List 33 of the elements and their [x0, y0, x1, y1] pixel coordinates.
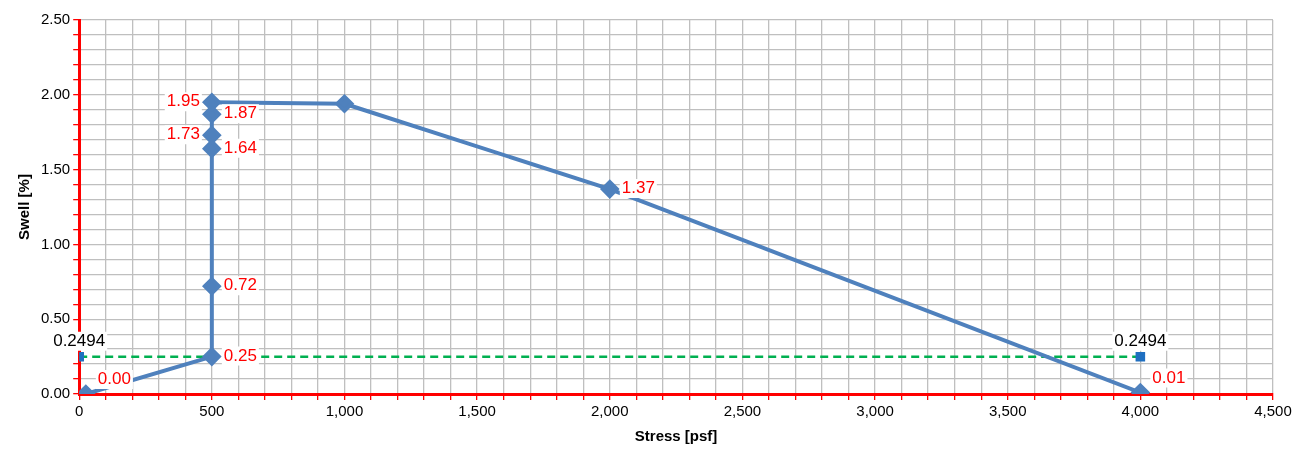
x-tick-label: 2,000: [591, 402, 629, 420]
data-label: 0.72: [223, 275, 257, 295]
data-label: 1.87: [223, 103, 257, 123]
point: [600, 180, 619, 199]
data-label: 1.64: [223, 137, 257, 157]
y-tick-label: 1.50: [40, 159, 71, 177]
y-tick-label: 0.00: [40, 384, 71, 402]
y-tick-label: 2.00: [40, 84, 71, 102]
data-label: 1.95: [166, 91, 200, 111]
data-label: 1.37: [621, 178, 655, 198]
y-tick-label: 0.50: [40, 309, 71, 327]
data-label: 0.2494: [1114, 330, 1167, 350]
y-tick-label: 1.00: [40, 234, 71, 252]
x-tick-label: 1,500: [458, 402, 496, 420]
x-tick-label: 2,500: [723, 402, 762, 420]
data-label: 0.2494: [53, 330, 106, 350]
point: [335, 94, 354, 113]
x-tick-label: 4,500: [1254, 402, 1292, 420]
y-tick-label: 2.50: [40, 10, 71, 28]
x-tick-label: 0: [75, 402, 84, 420]
x-tick-label: 3,500: [988, 402, 1027, 420]
x-tick-label: 500: [199, 402, 225, 420]
data-label: 0.25: [223, 345, 257, 365]
point: [202, 277, 221, 296]
data-label: 1.73: [166, 124, 200, 144]
x-tick-label: 1,000: [325, 402, 364, 420]
y-axis-title: Swell [%]: [15, 174, 33, 240]
data-label: 0.01: [1152, 367, 1186, 387]
x-tick-label: 3,000: [856, 402, 894, 420]
data-label: 0.00: [97, 369, 131, 389]
x-tick-label: 4,000: [1121, 402, 1160, 420]
x-axis-title: Stress [psf]: [634, 427, 718, 445]
point: [202, 347, 221, 366]
